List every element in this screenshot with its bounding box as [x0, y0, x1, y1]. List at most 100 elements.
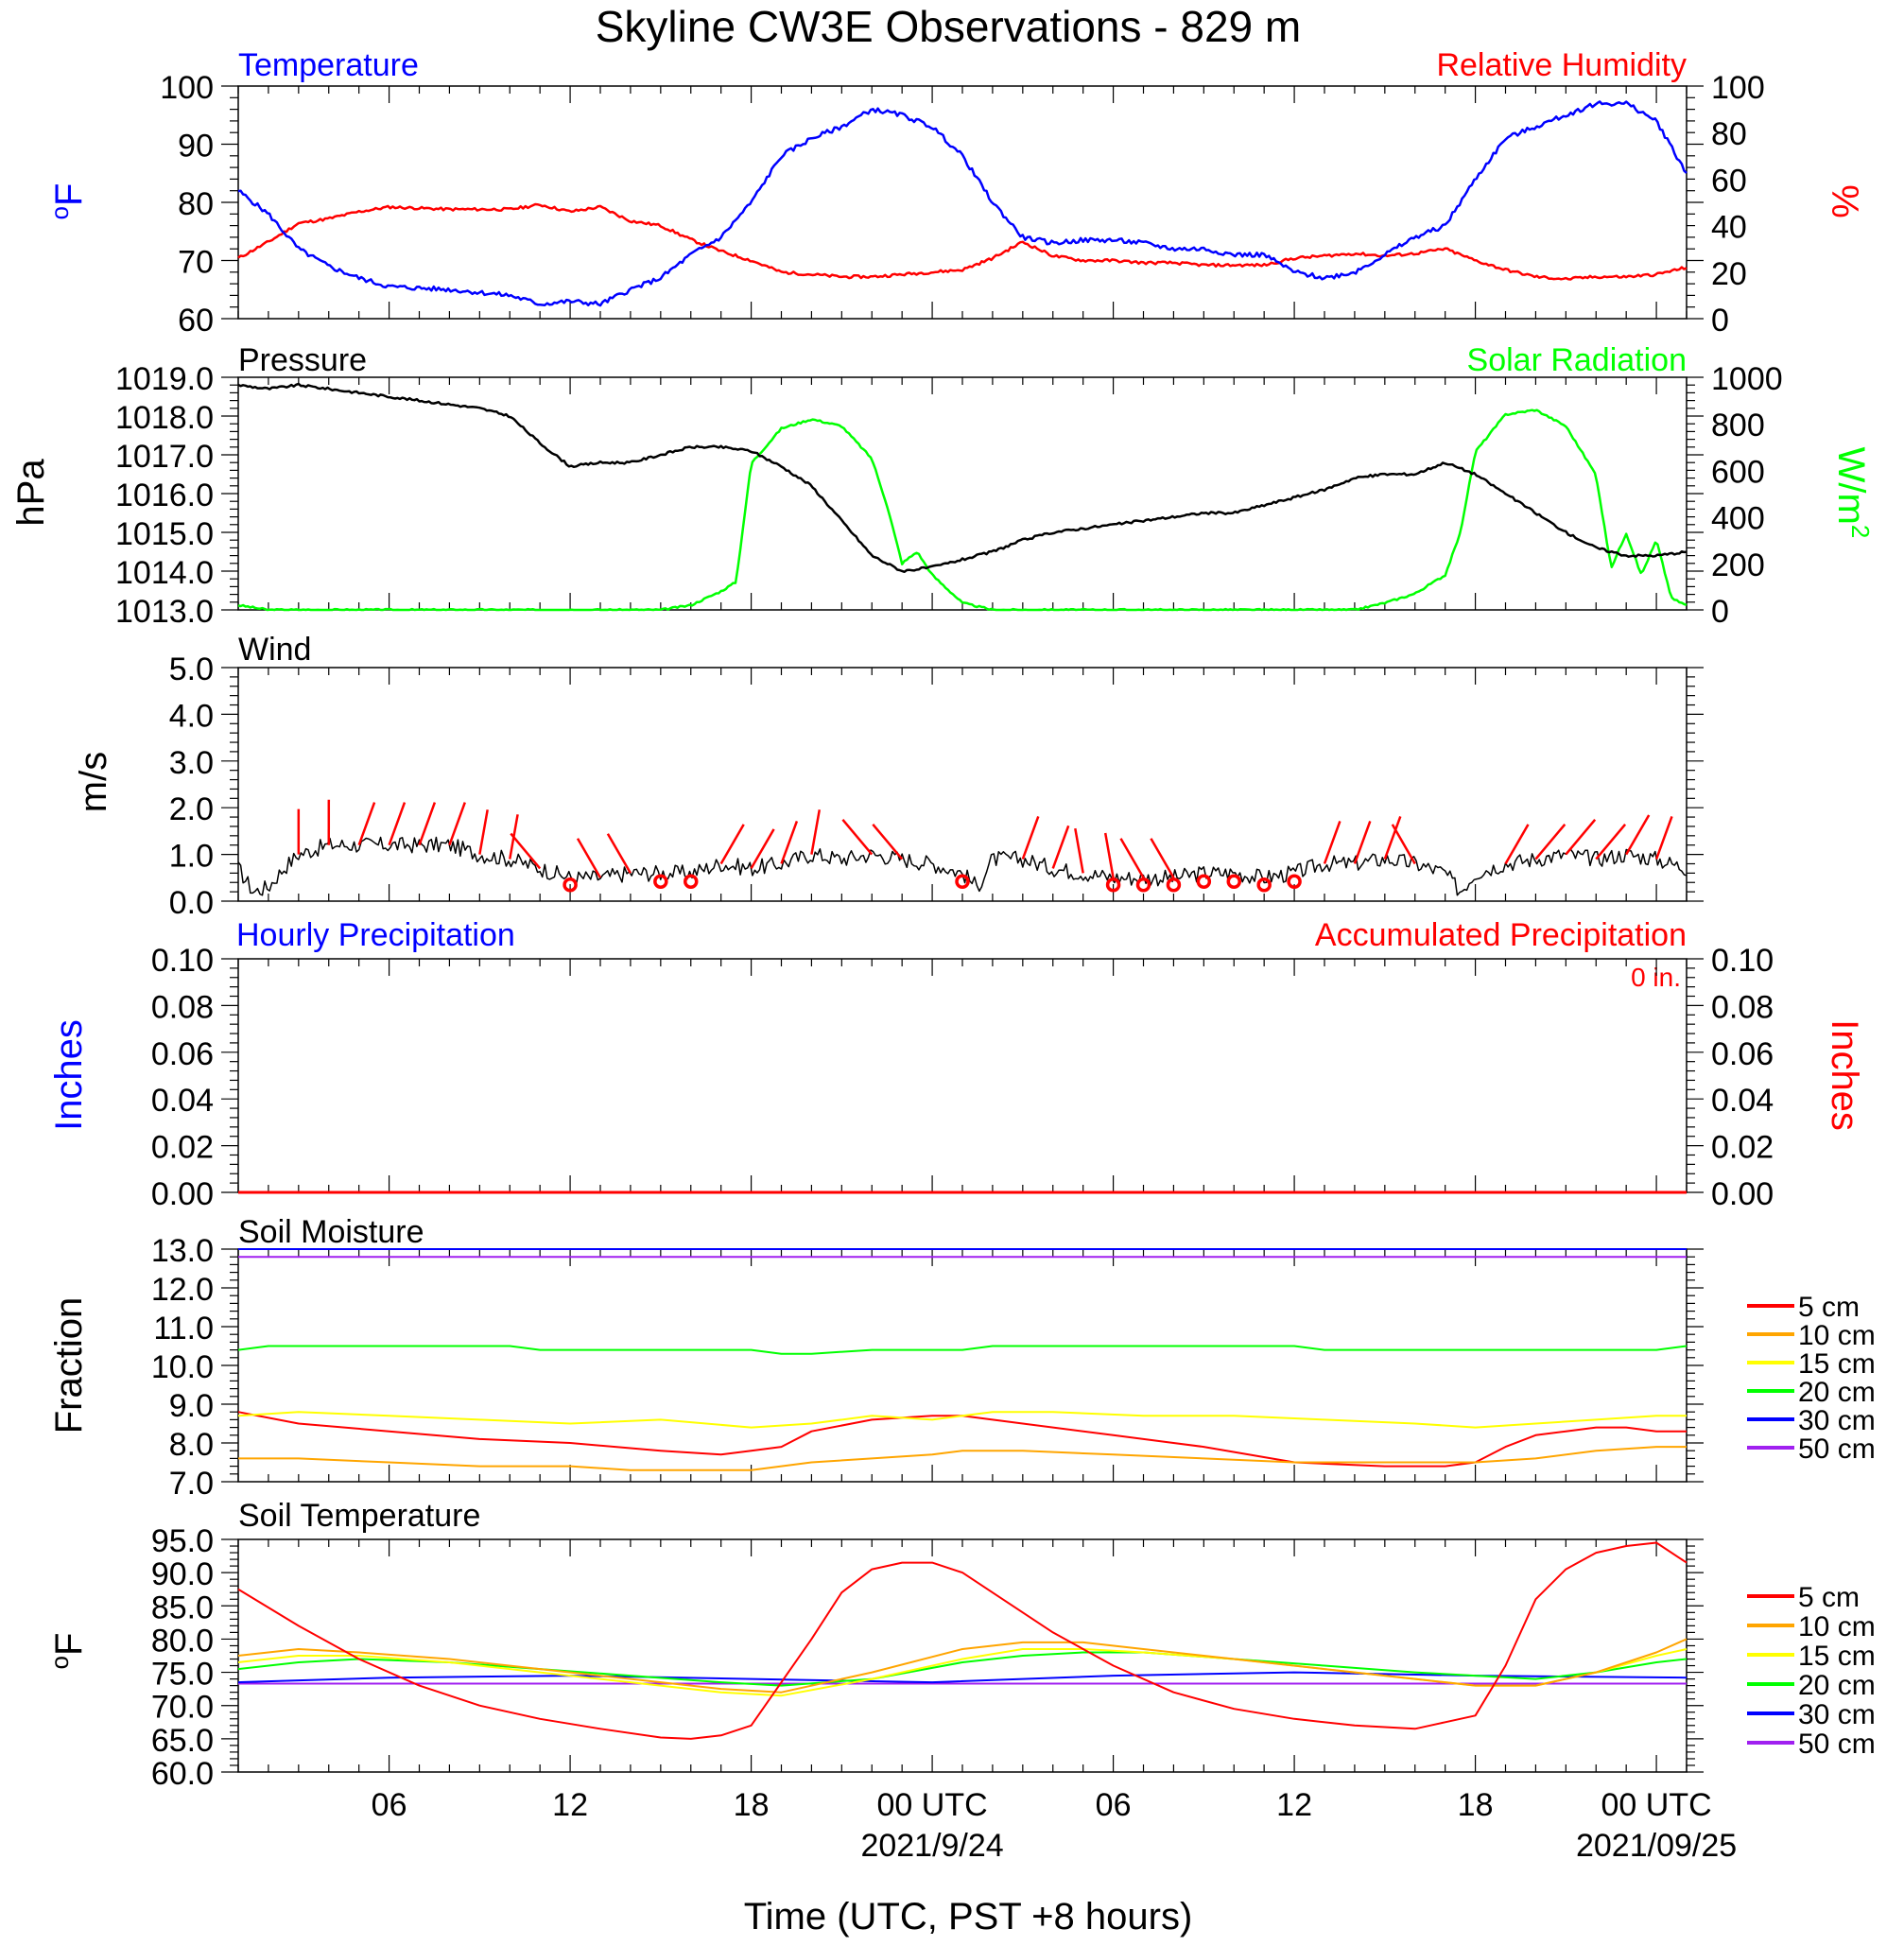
- wind-barb: [1391, 824, 1416, 865]
- y-tick-label: 0.02: [151, 1130, 214, 1166]
- temperature-axis-label: oF: [45, 183, 90, 220]
- soil-temperature-title: Soil Temperature: [238, 1498, 480, 1534]
- y-tick-label: 1014.0: [115, 555, 214, 591]
- plot-frame: [237, 1538, 1688, 1773]
- y-tick-label: 10.0: [151, 1349, 214, 1385]
- y-tick-label: 80.0: [151, 1623, 214, 1659]
- hourly-precip-title: Hourly Precipitation: [236, 917, 515, 953]
- y2-tick-label: 0.06: [1711, 1036, 1774, 1072]
- y-tick-label: 8.0: [169, 1427, 214, 1463]
- soil-moisture-line-1: [238, 1446, 1687, 1471]
- y-tick-label: 90: [178, 129, 214, 165]
- y-tick-label: 2.0: [169, 791, 214, 827]
- soil-temperature-line-0: [237, 1541, 1688, 1740]
- y-tick-label: 70: [178, 245, 214, 281]
- y-tick-label: 75.0: [151, 1657, 214, 1693]
- pressure-title: Pressure: [238, 342, 367, 378]
- calm-wind-marker: [1196, 874, 1212, 890]
- y-tick-label: 9.0: [169, 1388, 214, 1424]
- legend-label: 20 cm: [1798, 1670, 1876, 1701]
- wind-barb: [1595, 823, 1627, 860]
- panel-soil-temperature: Soil Temperature oF 95.090.085.080.075.0…: [45, 1498, 1876, 1792]
- y-tick-label: 0.08: [151, 989, 214, 1025]
- x-tick-label: 12: [552, 1787, 588, 1823]
- panel-temperature-humidity: Temperature Relative Humidity oF % 100 90…: [45, 47, 1865, 339]
- wind-barb: [478, 809, 489, 855]
- y-tick-label: 1.0: [169, 839, 214, 875]
- panel-wind: Wind m/s 5.0 4.0 3.0 2.0 1.0 0.0: [73, 632, 1704, 921]
- y-tick-label: 1013.0: [115, 594, 214, 630]
- svg-text:%: %: [1824, 184, 1865, 218]
- wind-axis-label: m/s: [73, 752, 114, 812]
- plot-frame: [237, 85, 1688, 320]
- y-tick-label: 7.0: [169, 1466, 214, 1502]
- wind-barb: [1383, 815, 1402, 860]
- humidity-axis-label: %: [1824, 184, 1865, 218]
- wind-barb: [1150, 838, 1175, 878]
- wind-barb: [719, 824, 745, 865]
- legend-label: 20 cm: [1798, 1377, 1876, 1408]
- panel-precipitation: Hourly Precipitation Accumulated Precipi…: [48, 917, 1865, 1212]
- calm-wind-marker: [1166, 877, 1182, 893]
- legend-label: 50 cm: [1798, 1729, 1876, 1760]
- x-tick-label: 06: [372, 1787, 407, 1823]
- y-tick-label: 1018.0: [115, 400, 214, 436]
- legend-label: 50 cm: [1798, 1433, 1876, 1465]
- y-tick-label: 90.0: [151, 1556, 214, 1592]
- plot-frame: [237, 376, 1688, 611]
- soil-moisture-title: Soil Moisture: [238, 1214, 424, 1250]
- wind-barb: [1074, 827, 1084, 874]
- soil-moisture-unit: Fraction: [48, 1297, 90, 1434]
- y-tick-label: 65.0: [151, 1723, 214, 1759]
- wind-barb: [1119, 838, 1145, 878]
- soil-moisture-line-0: [237, 1411, 1687, 1468]
- y-tick-label: 4.0: [169, 698, 214, 734]
- calm-wind-marker: [1226, 874, 1241, 890]
- y-tick-label: 0.0: [169, 885, 214, 921]
- x-tick-label: 00 UTC: [877, 1787, 988, 1823]
- x-date-label: 2021/09/25: [1576, 1828, 1737, 1864]
- legend-label: 15 cm: [1798, 1641, 1876, 1672]
- panel-soil-moisture: Soil Moisture Fraction 13.012.011.010.09…: [48, 1214, 1876, 1502]
- legend-label: 10 cm: [1798, 1611, 1876, 1642]
- y-tick-label: 1017.0: [115, 439, 214, 475]
- y-tick-label: 95.0: [151, 1523, 214, 1559]
- y-tick-label: 0.06: [151, 1036, 214, 1072]
- soil-moisture-line-2: [237, 1411, 1687, 1429]
- solar-radiation-line: [237, 408, 1688, 612]
- wind-barb: [510, 832, 542, 870]
- x-tick-label: 12: [1276, 1787, 1312, 1823]
- legend-label: 10 cm: [1798, 1320, 1876, 1351]
- y-tick-label: 1019.0: [115, 361, 214, 397]
- accum-precip-axis-label: Inches: [1824, 1019, 1865, 1131]
- y2-tick-label: 600: [1711, 454, 1765, 490]
- figure-title: Skyline CW3E Observations - 829 m: [596, 2, 1302, 51]
- accum-precip-title: Accumulated Precipitation: [1315, 917, 1687, 953]
- soil-temperature-line-1: [237, 1638, 1688, 1694]
- wind-barb: [1103, 832, 1115, 878]
- temperature-title: Temperature: [238, 47, 419, 83]
- accum-precip-unit: Inches: [1824, 1019, 1865, 1131]
- y2-tick-label: 800: [1711, 408, 1765, 443]
- y-tick-label: 0.10: [151, 943, 214, 979]
- y2-tick-label: 400: [1711, 501, 1765, 537]
- y-tick-label: 100: [160, 70, 214, 106]
- wind-title: Wind: [238, 632, 311, 668]
- wind-barb: [1021, 815, 1040, 860]
- legend-label: 15 cm: [1798, 1348, 1876, 1380]
- calm-wind-marker: [1287, 874, 1302, 890]
- y2-tick-label: 0.08: [1711, 989, 1774, 1025]
- wind-barb: [750, 828, 775, 870]
- humidity-line: [237, 202, 1688, 281]
- y2-tick-label: 0.04: [1711, 1083, 1774, 1119]
- humidity-title: Relative Humidity: [1436, 47, 1687, 83]
- y2-tick-label: 0: [1711, 594, 1729, 630]
- calm-wind-marker: [563, 877, 578, 893]
- y-tick-label: 60.0: [151, 1756, 214, 1792]
- y2-tick-label: 40: [1711, 210, 1747, 246]
- wind-barb: [1353, 820, 1372, 864]
- wind-barb: [418, 802, 437, 846]
- soil-temperature-line-4: [237, 1671, 1688, 1684]
- y-tick-label: 1015.0: [115, 516, 214, 552]
